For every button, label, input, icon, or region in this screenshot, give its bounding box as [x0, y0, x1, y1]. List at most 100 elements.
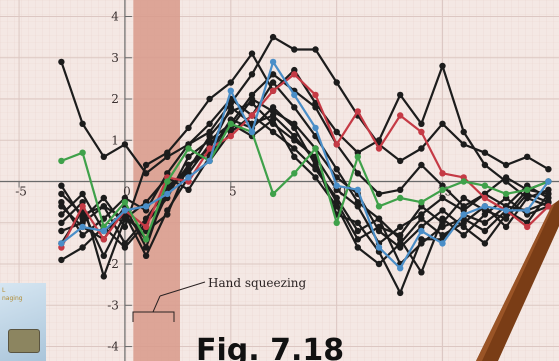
y-tick-label: 1	[111, 133, 119, 147]
data-point	[100, 236, 108, 243]
data-point	[524, 194, 531, 202]
data-point	[375, 137, 383, 144]
data-point	[121, 207, 129, 214]
data-point	[185, 153, 192, 160]
data-point	[291, 132, 298, 140]
series-9	[58, 95, 552, 251]
data-point	[164, 149, 171, 156]
data-point	[524, 223, 531, 231]
data-point	[269, 87, 277, 95]
data-point	[481, 149, 489, 156]
series-13	[58, 58, 552, 272]
data-point	[58, 182, 65, 189]
data-point	[79, 223, 86, 231]
data-point	[460, 128, 467, 136]
x-tick-label: -5	[15, 185, 27, 199]
thumbnail-device-image	[8, 329, 40, 353]
data-point	[460, 141, 467, 148]
data-point	[502, 190, 510, 198]
y-tick-label: 4	[111, 10, 119, 24]
data-point	[100, 203, 108, 210]
data-point	[502, 161, 510, 169]
data-point	[418, 227, 425, 235]
data-point	[375, 244, 383, 251]
data-point	[418, 236, 425, 243]
data-point	[354, 108, 361, 115]
data-point	[185, 145, 192, 152]
data-point	[439, 194, 446, 202]
data-point	[291, 104, 298, 111]
data-point	[58, 211, 65, 218]
data-point	[439, 223, 446, 231]
data-point	[269, 190, 277, 198]
data-point	[248, 95, 256, 103]
data-point	[100, 252, 108, 259]
data-point	[312, 46, 319, 53]
data-point	[269, 79, 277, 86]
data-point	[375, 190, 383, 198]
data-point	[481, 194, 489, 202]
data-point	[397, 265, 404, 272]
data-point	[312, 124, 319, 132]
series-line	[60, 81, 549, 274]
data-point	[545, 178, 552, 185]
annotation-hand-squeezing: Hand squeezing	[208, 276, 307, 290]
series-line	[60, 118, 549, 266]
data-point	[79, 190, 86, 198]
data-point	[185, 124, 192, 132]
data-point	[312, 99, 319, 107]
data-point	[354, 236, 361, 243]
series-line	[60, 73, 550, 249]
data-point	[248, 112, 256, 119]
data-point	[206, 145, 213, 152]
data-point	[397, 289, 404, 297]
y-tick-label: 2	[111, 92, 119, 106]
data-point	[439, 186, 446, 193]
series-line	[60, 35, 549, 175]
data-point	[545, 203, 552, 210]
data-point	[481, 219, 489, 226]
data-point	[397, 186, 404, 193]
data-point	[460, 232, 467, 239]
data-point	[502, 223, 510, 231]
x-tick-label: 0	[123, 185, 131, 199]
data-point	[418, 161, 425, 169]
data-point	[79, 203, 86, 210]
data-point	[291, 71, 298, 78]
data-point	[439, 240, 446, 247]
data-point	[418, 120, 425, 128]
y-tick-label: -4	[107, 340, 119, 354]
data-point	[142, 161, 150, 169]
data-point	[142, 244, 150, 251]
data-point	[58, 190, 65, 198]
data-point	[185, 186, 192, 193]
data-point	[121, 215, 129, 222]
data-point	[354, 153, 361, 160]
data-point	[354, 170, 361, 177]
data-point	[397, 157, 404, 165]
data-point	[418, 199, 425, 206]
data-point	[460, 223, 467, 231]
data-point	[164, 211, 171, 218]
data-point	[481, 161, 489, 169]
series-line	[61, 122, 549, 241]
data-point	[291, 46, 298, 53]
data-point	[269, 58, 277, 66]
data-point	[354, 199, 361, 206]
data-point	[333, 182, 340, 189]
data-point	[312, 145, 319, 152]
data-point	[418, 269, 425, 276]
annotation-bracket-stem	[152, 295, 161, 313]
y-tick-label: -2	[107, 257, 119, 271]
series-line	[60, 52, 549, 228]
data-point	[291, 145, 298, 152]
series-layer	[58, 33, 552, 297]
data-point	[100, 273, 108, 280]
x-tick-label: 5	[229, 185, 237, 199]
data-point	[502, 178, 510, 185]
data-point	[269, 71, 277, 78]
data-point	[291, 120, 298, 128]
series-line	[60, 97, 549, 249]
